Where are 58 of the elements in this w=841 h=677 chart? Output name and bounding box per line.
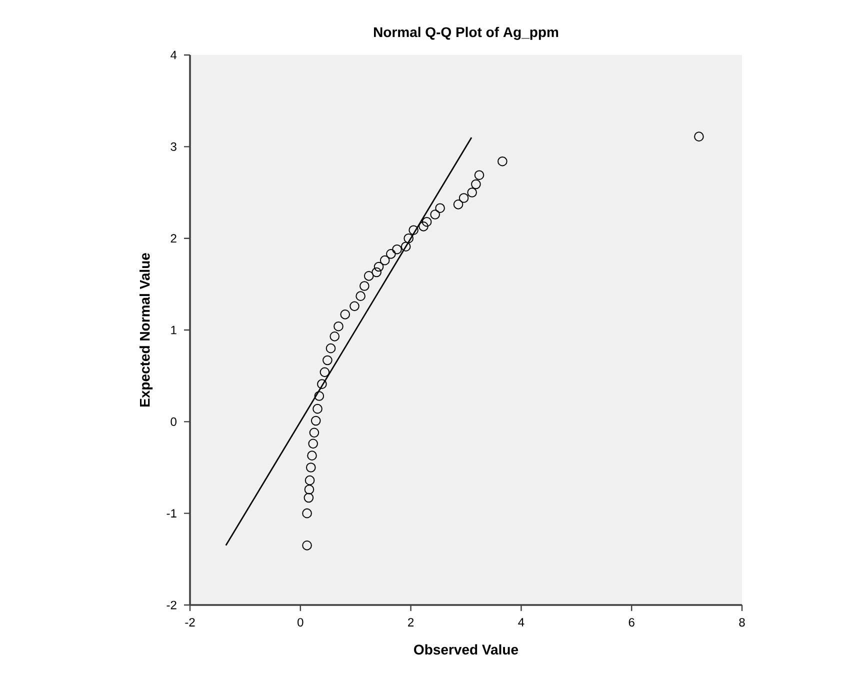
point bbox=[372, 267, 382, 278]
y-tick-label: 1 bbox=[171, 326, 176, 334]
point bbox=[400, 242, 411, 252]
point bbox=[340, 310, 350, 320]
x-tick-label: 6 bbox=[628, 618, 634, 627]
point bbox=[386, 249, 396, 259]
point bbox=[304, 492, 314, 503]
x-tick-label: 2 bbox=[408, 618, 414, 626]
point bbox=[356, 291, 366, 301]
point bbox=[458, 193, 469, 203]
point bbox=[467, 188, 477, 198]
point bbox=[360, 281, 370, 291]
y-tick-label: 2 bbox=[170, 234, 176, 243]
point bbox=[330, 332, 340, 342]
point bbox=[694, 132, 704, 142]
point bbox=[317, 379, 327, 389]
point bbox=[334, 321, 344, 332]
y-axis-title: Expected Normal Value bbox=[140, 253, 153, 406]
point bbox=[453, 200, 464, 210]
y-tick-label: 3 bbox=[170, 142, 176, 151]
point bbox=[404, 233, 414, 244]
point bbox=[418, 222, 428, 232]
point bbox=[308, 438, 318, 449]
x-tick-label: 4 bbox=[518, 618, 524, 626]
point bbox=[474, 170, 484, 180]
point bbox=[309, 428, 320, 438]
y-tick-label: 0 bbox=[170, 417, 176, 426]
x-tick-label: -2 bbox=[185, 618, 195, 626]
point bbox=[302, 540, 312, 550]
point bbox=[310, 416, 321, 426]
point bbox=[304, 484, 314, 494]
point bbox=[380, 255, 390, 266]
point bbox=[374, 262, 384, 272]
point bbox=[430, 210, 440, 220]
point bbox=[498, 156, 508, 166]
chart-title: Normal Q-Q Plot of Ag_ppm bbox=[374, 26, 558, 40]
x-tick-label: 0 bbox=[298, 618, 304, 627]
point bbox=[322, 355, 332, 366]
point bbox=[326, 343, 336, 354]
point bbox=[364, 271, 374, 281]
point bbox=[314, 391, 324, 401]
point bbox=[350, 301, 360, 312]
point bbox=[435, 203, 445, 213]
point bbox=[302, 508, 312, 518]
point bbox=[307, 450, 317, 460]
y-tick-label: -1 bbox=[166, 509, 176, 518]
point bbox=[306, 462, 316, 472]
x-tick-label: 8 bbox=[739, 618, 745, 627]
point bbox=[320, 367, 330, 378]
point bbox=[312, 404, 322, 414]
y-tick-label: -2 bbox=[166, 600, 176, 610]
point bbox=[304, 475, 315, 486]
point bbox=[392, 244, 402, 254]
point bbox=[422, 216, 432, 227]
point bbox=[471, 179, 481, 190]
y-tick-label: 4 bbox=[170, 50, 177, 60]
x-axis-title: Observed Value bbox=[414, 644, 518, 655]
point bbox=[408, 225, 418, 235]
